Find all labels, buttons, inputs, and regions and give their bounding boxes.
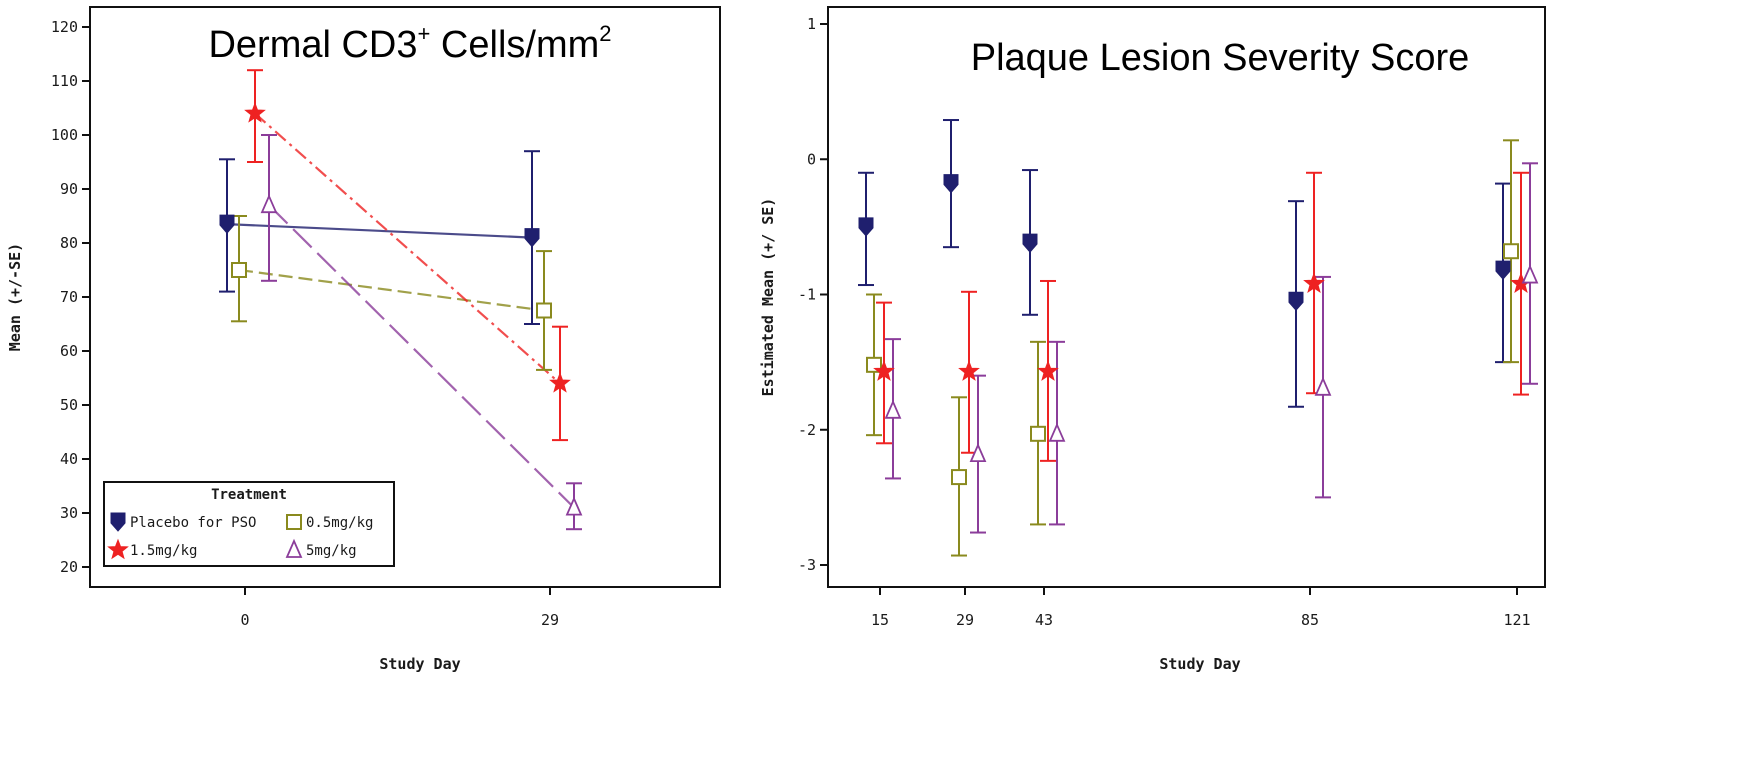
left-y-tick-label: 40 <box>60 450 78 468</box>
legend-entry-1-5mg: 1.5mg/kg <box>130 543 197 559</box>
left-series-lines <box>226 112 575 509</box>
left-y-axis: 20 30 40 50 60 70 80 90 100 110 120 <box>51 18 90 576</box>
right-x-axis-title: Study Day <box>1159 655 1240 673</box>
data-point <box>943 174 959 194</box>
data-point <box>958 360 980 381</box>
data-point <box>1314 376 1332 396</box>
data-point <box>1503 243 1519 260</box>
right-plot-frame <box>827 6 1546 588</box>
right-y-tick-label: 0 <box>807 150 816 168</box>
data-point <box>1303 272 1325 293</box>
data-point <box>969 442 987 462</box>
right-y-tick-label: -1 <box>798 286 816 304</box>
left-y-axis-title: Mean (+/-SE) <box>6 243 24 351</box>
right-y-tick-label: -2 <box>798 421 816 439</box>
legend-marker-5mg <box>285 538 303 558</box>
series-line-0 <box>226 223 533 239</box>
legend-entry-placebo: Placebo for PSO <box>130 515 256 531</box>
legend-swatches <box>107 512 303 560</box>
data-point <box>1495 260 1511 280</box>
right-x-tick-label: 121 <box>1503 611 1530 629</box>
legend-entry-0-5mg: 0.5mg/kg <box>306 515 373 531</box>
right-x-tick-label: 43 <box>1035 611 1053 629</box>
left-markers <box>219 101 583 516</box>
right-x-axis: 15 29 43 85 121 <box>871 587 1531 629</box>
right-y-tick-label: 1 <box>807 15 816 33</box>
data-point <box>219 214 235 234</box>
legend-box <box>103 481 395 567</box>
right-chart-title: Plaque Lesion Severity Score <box>971 37 1470 79</box>
data-point <box>244 101 266 123</box>
right-x-tick-label: 29 <box>956 611 974 629</box>
left-y-tick-label: 60 <box>60 342 78 360</box>
left-y-tick-label: 80 <box>60 234 78 252</box>
data-point <box>1030 425 1046 442</box>
right-y-tick-label: -3 <box>798 556 816 574</box>
dermal-cd3-chart: Dermal CD3+ Cells/mm2 Study Day Mean (+/… <box>6 6 721 673</box>
data-point <box>873 360 895 381</box>
left-y-tick-label: 110 <box>51 72 78 90</box>
data-point <box>549 371 571 393</box>
data-point <box>884 399 902 419</box>
data-point <box>1288 291 1304 312</box>
data-point <box>858 217 874 237</box>
legend-title: Treatment <box>211 487 287 503</box>
series-line-2 <box>254 112 561 385</box>
left-y-tick-label: 20 <box>60 558 78 576</box>
left-chart-title: Dermal CD3+ Cells/mm2 <box>208 21 611 66</box>
legend-marker-placebo <box>110 512 126 532</box>
left-y-tick-label: 30 <box>60 504 78 522</box>
data-point <box>565 496 583 516</box>
series-line-3 <box>268 204 575 509</box>
left-y-tick-label: 90 <box>60 180 78 198</box>
right-error-bars <box>858 119 1538 557</box>
left-y-tick-label: 70 <box>60 288 78 306</box>
right-x-tick-label: 15 <box>871 611 889 629</box>
data-point <box>1521 264 1539 284</box>
data-point <box>1048 422 1066 442</box>
data-point <box>536 302 552 319</box>
legend-entry-5mg: 5mg/kg <box>306 543 357 559</box>
left-x-tick-label: 0 <box>240 611 249 629</box>
data-point <box>260 193 278 214</box>
right-y-axis: -3 -2 -1 0 1 <box>798 15 828 574</box>
left-x-axis-title: Study Day <box>379 655 460 673</box>
left-x-axis: 0 29 <box>240 587 559 629</box>
legend: Treatment Placebo for PSO 0.5mg/kg 1.5mg… <box>103 481 395 567</box>
right-y-axis-title: Estimated Mean (+/ SE) <box>759 198 777 397</box>
data-point <box>231 262 247 278</box>
left-y-tick-label: 50 <box>60 396 78 414</box>
right-markers <box>858 174 1539 486</box>
legend-marker-1-5mg <box>107 538 129 560</box>
data-point <box>524 228 540 248</box>
left-x-tick-label: 29 <box>541 611 559 629</box>
data-point <box>951 469 967 486</box>
right-x-tick-label: 85 <box>1301 611 1319 629</box>
data-point <box>1022 233 1038 253</box>
left-y-tick-label: 120 <box>51 18 78 36</box>
data-point <box>1037 360 1059 381</box>
legend-marker-0-5mg <box>286 514 302 530</box>
left-y-tick-label: 100 <box>51 126 78 144</box>
series-line-1 <box>238 268 545 312</box>
plaque-severity-chart: Plaque Lesion Severity Score Study Day E… <box>759 6 1546 673</box>
